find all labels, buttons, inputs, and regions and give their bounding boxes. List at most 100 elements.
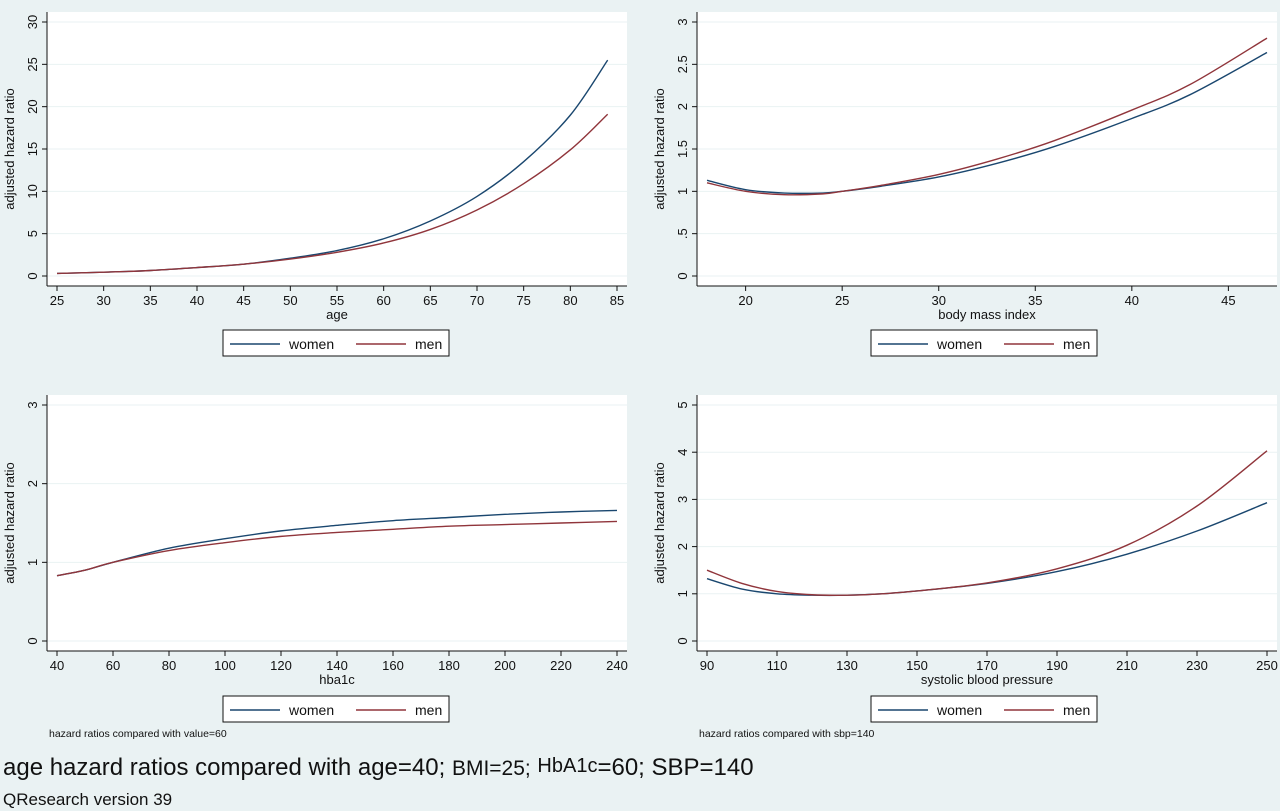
series-line-men bbox=[56, 520, 618, 577]
x-tick-label: 170 bbox=[976, 658, 998, 673]
version-label: QResearch version 39 bbox=[3, 790, 173, 809]
chart-panel-2: 0 .5 1 1.5 2 2.5 3 20 25 30 35 40 45 body mass index a… bbox=[652, 12, 1277, 357]
legend-label-women: women bbox=[288, 702, 334, 718]
caption-bmi: BMI=25; bbox=[451, 757, 531, 780]
caption-rest: =60; SBP=140 bbox=[597, 754, 754, 781]
x-tick-label: 40 bbox=[190, 293, 204, 308]
y-tick-label: 15 bbox=[25, 142, 40, 156]
y-tick-label: 5 bbox=[25, 230, 40, 237]
series-line-women bbox=[706, 51, 1268, 195]
x-tick-label: 60 bbox=[106, 658, 120, 673]
legend-label-women: women bbox=[936, 336, 982, 352]
x-tick-label: 30 bbox=[931, 293, 945, 308]
y-axis-title: adjusted hazard ratio bbox=[2, 462, 17, 583]
x-tick-label: 200 bbox=[494, 658, 516, 673]
x-axis-title: body mass index bbox=[938, 307, 1036, 322]
chart-panel-4: 0 1 2 3 4 5 90 110 130 150 170 190 210 230 250 systolic… bbox=[652, 395, 1278, 740]
y-tick-label: 0 bbox=[675, 637, 690, 644]
series-line-men bbox=[706, 450, 1268, 597]
chart-panel-3: 0 1 2 3 40 60 80 100 120 140 160 180 200 220 240 hba1c a… bbox=[2, 395, 628, 740]
panel-note: hazard ratios compared with value=60 bbox=[49, 728, 227, 740]
y-axis-title: adjusted hazard ratio bbox=[2, 88, 17, 209]
caption-hba1c: HbA1c bbox=[537, 755, 598, 777]
y-tick-label: 1.5 bbox=[675, 140, 690, 158]
panel-note: hazard ratios compared with sbp=140 bbox=[699, 728, 875, 740]
y-tick-label: 2 bbox=[675, 103, 690, 110]
y-tick-label: 25 bbox=[25, 57, 40, 71]
y-tick-label: 2.5 bbox=[675, 55, 690, 73]
legend-label-men: men bbox=[1063, 336, 1090, 352]
x-tick-label: 250 bbox=[1256, 658, 1278, 673]
x-tick-label: 80 bbox=[563, 293, 577, 308]
x-tick-label: 40 bbox=[1125, 293, 1139, 308]
x-tick-label: 210 bbox=[1116, 658, 1138, 673]
x-tick-label: 160 bbox=[382, 658, 404, 673]
figure-caption: age hazard ratios compared with age=40; … bbox=[3, 754, 754, 782]
x-tick-label: 190 bbox=[1046, 658, 1068, 673]
y-tick-label: 1 bbox=[25, 559, 40, 566]
y-tick-label: 4 bbox=[675, 449, 690, 456]
legend-box bbox=[222, 695, 450, 723]
series-line-men bbox=[706, 37, 1268, 196]
series-line-men bbox=[56, 113, 609, 275]
y-tick-label: 20 bbox=[25, 99, 40, 113]
x-tick-label: 25 bbox=[50, 293, 64, 308]
plot-area bbox=[47, 395, 627, 651]
x-tick-label: 45 bbox=[1221, 293, 1235, 308]
x-tick-label: 130 bbox=[836, 658, 858, 673]
y-tick-label: 0 bbox=[25, 637, 40, 644]
x-tick-label: 120 bbox=[270, 658, 292, 673]
x-tick-label: 80 bbox=[162, 658, 176, 673]
chart-panel-1: 0 5 10 15 20 25 30 25 30 35 40 45 50 55 60 65 70 75 80 85 ag… bbox=[2, 12, 627, 357]
plot-area bbox=[697, 395, 1277, 651]
x-tick-label: 30 bbox=[96, 293, 110, 308]
x-tick-label: 220 bbox=[550, 658, 572, 673]
y-tick-label: 1 bbox=[675, 188, 690, 195]
y-tick-label: 10 bbox=[25, 184, 40, 198]
legend-label-men: men bbox=[415, 702, 442, 718]
x-tick-label: 50 bbox=[283, 293, 297, 308]
x-tick-label: 40 bbox=[50, 658, 64, 673]
x-tick-label: 35 bbox=[1028, 293, 1042, 308]
legend-label-women: women bbox=[288, 336, 334, 352]
legend-label-men: men bbox=[415, 336, 442, 352]
y-tick-label: 1 bbox=[675, 590, 690, 597]
x-tick-label: 45 bbox=[236, 293, 250, 308]
x-tick-label: 55 bbox=[330, 293, 344, 308]
legend: women men bbox=[222, 695, 450, 723]
legend-box bbox=[870, 329, 1098, 357]
y-tick-label: 3 bbox=[675, 18, 690, 25]
y-tick-label: 0 bbox=[675, 272, 690, 279]
legend-box bbox=[222, 329, 450, 357]
x-tick-label: 35 bbox=[143, 293, 157, 308]
y-tick-label: 3 bbox=[675, 496, 690, 503]
x-axis-title: systolic blood pressure bbox=[921, 672, 1053, 687]
y-tick-label: 0 bbox=[25, 272, 40, 279]
x-tick-label: 150 bbox=[906, 658, 928, 673]
caption-age: age hazard ratios compared with age=40; bbox=[3, 754, 446, 781]
legend-label-women: women bbox=[936, 702, 982, 718]
x-tick-label: 140 bbox=[326, 658, 348, 673]
x-tick-label: 70 bbox=[470, 293, 484, 308]
x-tick-label: 85 bbox=[610, 293, 624, 308]
x-tick-label: 60 bbox=[376, 293, 390, 308]
legend: women men bbox=[222, 329, 450, 357]
y-axis-title: adjusted hazard ratio bbox=[652, 88, 667, 209]
x-axis-title: age bbox=[326, 307, 348, 322]
x-tick-label: 65 bbox=[423, 293, 437, 308]
x-tick-label: 25 bbox=[835, 293, 849, 308]
legend: women men bbox=[870, 695, 1098, 723]
legend-box bbox=[870, 695, 1098, 723]
y-tick-label: 30 bbox=[25, 15, 40, 29]
x-tick-label: 180 bbox=[438, 658, 460, 673]
x-tick-label: 100 bbox=[214, 658, 236, 673]
y-axis-title: adjusted hazard ratio bbox=[652, 462, 667, 583]
x-axis-title: hba1c bbox=[319, 672, 355, 687]
y-tick-label: 5 bbox=[675, 401, 690, 408]
x-tick-label: 240 bbox=[606, 658, 628, 673]
legend: women men bbox=[870, 329, 1098, 357]
x-tick-label: 20 bbox=[738, 293, 752, 308]
y-tick-label: 3 bbox=[25, 401, 40, 408]
